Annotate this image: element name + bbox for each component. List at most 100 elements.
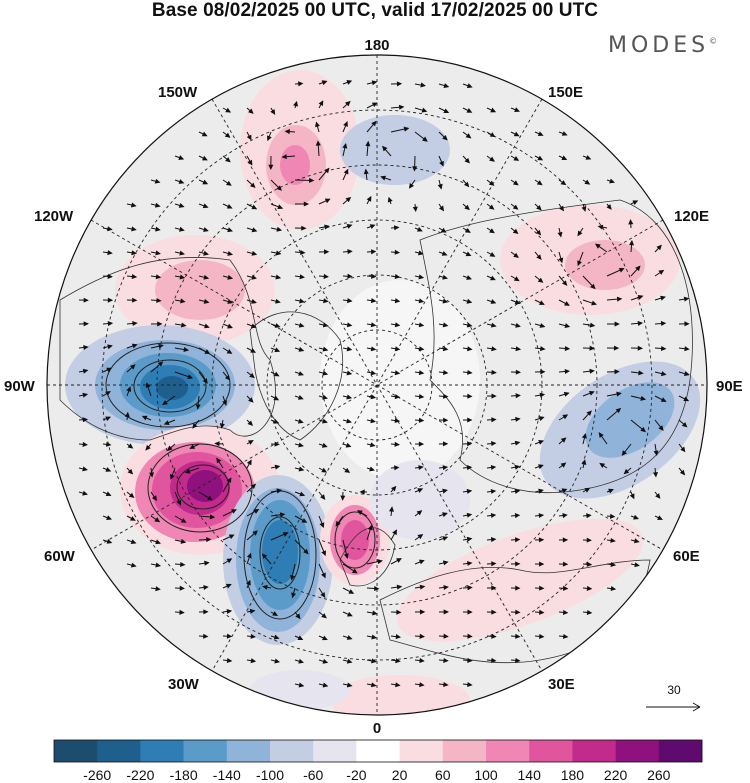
wind-arrowhead	[442, 536, 449, 542]
wind-arrowhead	[298, 466, 305, 472]
wind-arrowhead	[417, 488, 424, 493]
wind-arrowhead	[83, 297, 89, 303]
wind-arrowhead	[597, 224, 604, 230]
wind-arrowhead	[419, 657, 425, 664]
wind-arrowhead	[107, 250, 113, 256]
wind-arrowhead	[467, 417, 473, 423]
wind-arrowhead	[515, 393, 521, 399]
wind-arrowhead	[629, 493, 635, 500]
wind-arrowhead	[638, 370, 644, 376]
wind-arrowhead	[128, 492, 135, 499]
wind-arrowhead	[105, 491, 112, 497]
wind-arrowhead	[203, 227, 209, 232]
wind-arrowhead	[131, 250, 137, 256]
wind-arrowhead	[370, 249, 377, 255]
wind-arrowhead	[298, 81, 304, 87]
wind-arrowhead	[598, 432, 604, 438]
wind-arrowhead	[463, 181, 470, 188]
wind-arrowhead	[560, 180, 567, 186]
anomaly-region	[396, 518, 644, 642]
wind-arrowhead	[203, 298, 210, 304]
wind-arrowhead	[681, 421, 688, 428]
wind-arrowhead	[297, 418, 304, 424]
colorbar-tick-label: -20	[346, 767, 366, 783]
wind-arrowhead	[169, 473, 175, 480]
wind-arrowhead	[614, 369, 620, 375]
wind-arrowhead	[514, 464, 521, 470]
lon-label-60w: 60W	[44, 548, 76, 565]
wind-arrowhead	[418, 298, 425, 304]
lon-label-150w: 150W	[158, 84, 198, 101]
wind-arrowhead	[322, 394, 328, 400]
wind-arrowhead	[82, 368, 89, 374]
wind-arrowhead	[514, 537, 521, 543]
colorbar-tick-label: 180	[561, 767, 585, 783]
wind-arrowhead	[227, 227, 233, 233]
wind-arrowhead	[536, 254, 542, 260]
wind-arrowhead	[398, 104, 405, 110]
wind-arrowhead	[390, 485, 397, 492]
wind-arrowhead	[560, 437, 567, 443]
wind-arrowhead	[180, 517, 187, 523]
wind-arrowhead	[488, 180, 495, 186]
wind-arrowhead	[273, 395, 280, 401]
wind-arrowhead	[249, 182, 256, 188]
wind-arrowhead	[464, 204, 470, 211]
wind-arrowhead	[130, 364, 136, 370]
wind-arrowhead	[370, 298, 377, 304]
wind-arrowhead	[621, 450, 627, 456]
wind-arrowhead	[225, 107, 232, 113]
wind-arrowhead	[346, 418, 352, 424]
wind-arrowhead	[246, 459, 252, 466]
wind-arrowhead	[467, 585, 473, 591]
colorbar-tick-label: -60	[303, 767, 323, 783]
brand-text: MODES	[608, 33, 710, 58]
wind-arrowhead	[251, 204, 258, 210]
colorbar-swatch	[313, 740, 357, 762]
wind-arrowhead	[394, 322, 401, 328]
colorbar-tick-label: 100	[474, 767, 498, 783]
wind-arrowhead	[467, 657, 473, 663]
wind-arrowhead	[131, 226, 137, 232]
wind-arrowhead	[660, 371, 667, 377]
wind-arrowhead	[589, 322, 596, 328]
wind-arrowhead	[558, 257, 564, 264]
wind-arrowhead	[395, 682, 401, 688]
wind-arrowhead	[321, 613, 327, 619]
wind-arrowhead	[130, 562, 137, 568]
wind-arrowhead	[513, 155, 520, 161]
wind-arrowhead	[346, 346, 353, 352]
wind-arrowhead	[141, 415, 148, 421]
wind-arrowhead	[412, 206, 418, 213]
wind-arrowhead	[440, 227, 447, 233]
wind-arrowhead	[295, 613, 301, 620]
wind-arrowhead	[365, 140, 371, 147]
wind-arrowhead	[514, 107, 520, 113]
coastline-uk	[339, 527, 396, 587]
wind-arrowhead	[246, 134, 252, 141]
wind-arrowhead	[155, 586, 161, 592]
wind-arrowhead	[251, 299, 257, 304]
colorbar-tick-label: 140	[518, 767, 542, 783]
wind-arrowhead	[298, 322, 305, 328]
wind-arrowhead	[656, 244, 662, 251]
wind-arrowhead	[322, 346, 329, 352]
wind-arrowhead	[540, 346, 546, 352]
wind-arrowhead	[226, 203, 233, 209]
wind-arrowhead	[684, 346, 690, 352]
wind-arrowhead	[586, 561, 593, 567]
colorbar-swatch	[226, 740, 271, 762]
wind-arrowhead	[464, 157, 470, 164]
wind-arrowhead	[284, 129, 290, 135]
wind-arrowhead	[203, 584, 209, 590]
wind-arrowhead	[275, 298, 281, 304]
wind-arrowhead	[282, 532, 289, 537]
wind-arrowhead	[515, 561, 521, 567]
wind-arrowhead	[149, 472, 155, 478]
wind-arrowhead	[514, 440, 521, 446]
wind-arrowhead	[394, 441, 400, 447]
wind-arrowhead	[372, 610, 378, 616]
wind-arrowhead	[247, 420, 254, 426]
wind-arrowhead	[324, 224, 330, 230]
wind-arrowhead	[347, 611, 353, 617]
